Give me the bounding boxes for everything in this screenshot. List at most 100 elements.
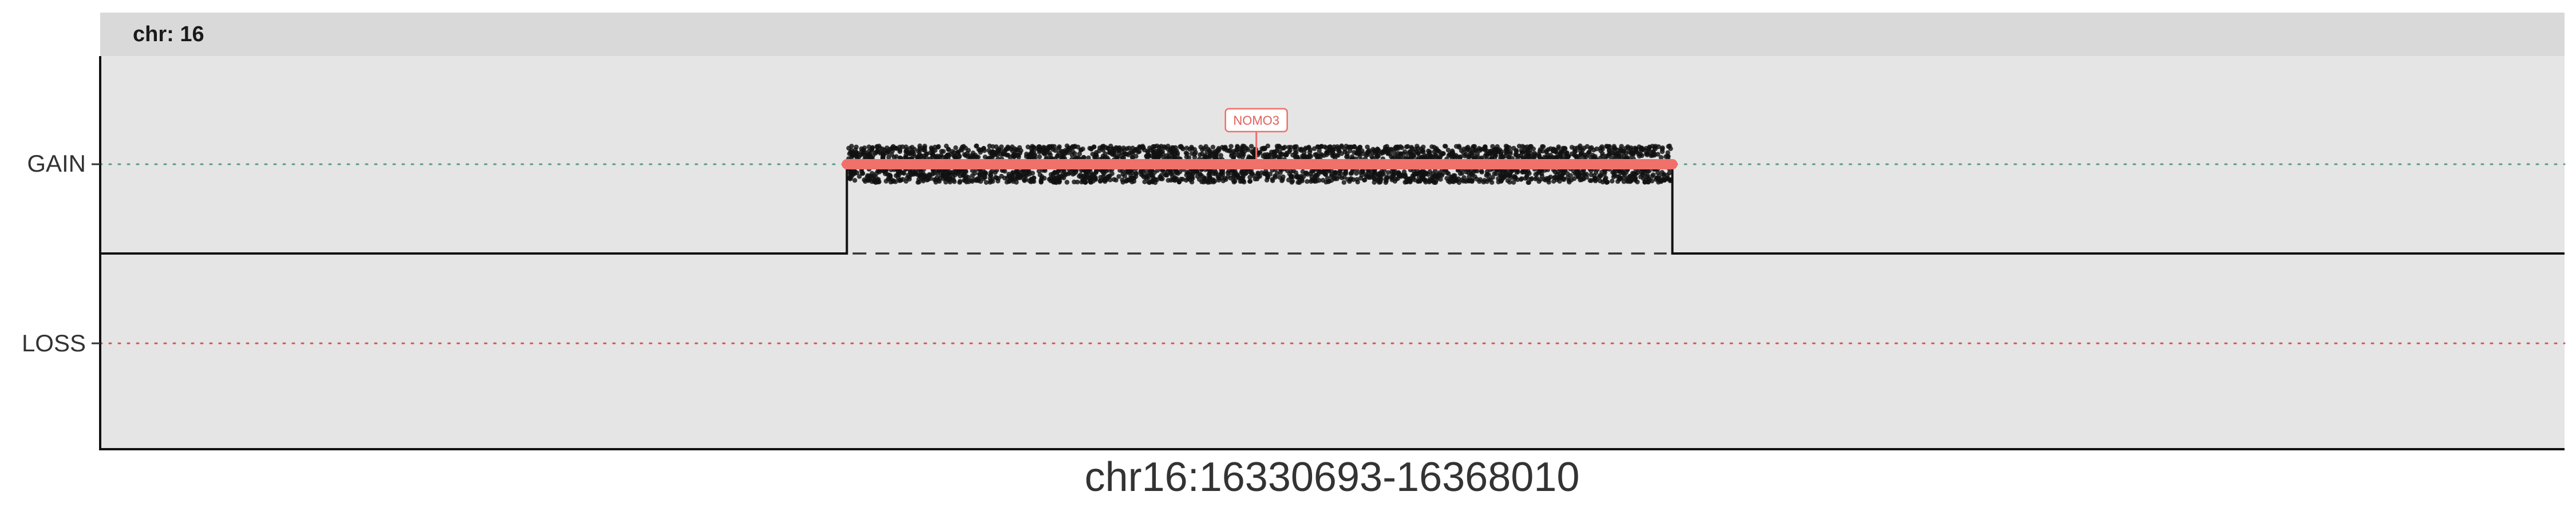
read-point [1505,178,1511,183]
read-point [1626,178,1631,183]
read-point [1093,175,1098,180]
read-point [1152,177,1158,182]
read-point [1632,171,1637,177]
read-point [1336,171,1341,176]
read-point [1456,144,1461,149]
read-point [933,148,938,153]
read-point [1107,149,1112,155]
read-point [1307,147,1313,153]
read-point [1329,173,1334,179]
read-point [1114,148,1120,153]
read-point [958,173,963,179]
read-point [974,143,979,149]
read-point [1240,151,1245,156]
read-point [1066,145,1071,150]
read-point [1327,147,1333,152]
read-point [1646,145,1652,150]
read-point [1195,169,1200,174]
read-point [1212,155,1217,160]
read-point [1149,172,1154,178]
read-point [1594,146,1599,152]
read-point [1091,179,1096,184]
read-point [1658,155,1664,160]
read-point [1372,148,1377,153]
read-point [1451,153,1456,159]
read-point [1207,148,1212,153]
read-point [1199,151,1205,156]
read-point [1320,177,1326,183]
read-point [1231,178,1236,183]
read-point [950,149,955,154]
read-point [1352,150,1357,155]
read-point [922,144,927,149]
read-point [1040,174,1045,179]
read-point [1226,148,1231,153]
read-point [846,145,851,151]
read-point [1558,152,1563,157]
read-point [1415,144,1420,149]
read-point [1165,178,1171,183]
read-point [1305,179,1310,184]
read-point [962,152,967,157]
read-point [1561,176,1566,181]
read-point [1360,148,1365,153]
read-point [1332,146,1337,152]
read-point [1399,173,1404,178]
gene-label-text: NOMO3 [1233,113,1279,128]
read-point [1362,177,1367,183]
read-point [1519,176,1524,181]
read-point [1202,177,1207,182]
read-point [1375,147,1381,152]
read-point [1500,169,1506,174]
read-point [1360,168,1365,174]
read-point [1262,146,1267,152]
read-point [852,178,858,183]
read-point [854,152,859,157]
read-point [1384,175,1390,180]
read-point [1584,172,1589,177]
read-point [938,153,944,158]
read-point [1511,145,1516,151]
read-point [1124,178,1129,183]
read-point [1141,145,1146,150]
read-point [1102,155,1108,160]
read-point [1192,147,1198,152]
read-point [1148,168,1153,174]
read-point [854,144,859,150]
read-point [1023,171,1029,177]
read-point [1052,170,1057,175]
read-point [1399,145,1405,150]
read-point [1038,179,1044,184]
read-point [1031,179,1037,184]
read-point [1222,146,1227,152]
read-point [1389,154,1394,159]
read-point [870,179,875,184]
read-point [1385,151,1390,156]
read-point [857,174,862,179]
read-point [1294,150,1299,155]
read-point [1551,179,1556,184]
read-point [1464,145,1469,151]
read-point [1427,179,1432,185]
read-point [1058,174,1064,179]
read-point [1127,169,1132,175]
read-point [1532,152,1538,157]
read-point [1556,144,1561,149]
read-point [1042,148,1048,153]
read-point [1014,176,1020,181]
read-point [1285,168,1290,173]
read-point [1124,146,1130,151]
read-point [1447,180,1452,185]
read-point [891,178,896,184]
read-point [1575,154,1580,159]
read-point [1642,171,1647,176]
read-point [1311,146,1317,151]
read-point [1279,178,1285,184]
read-point [1286,145,1291,150]
read-point [944,144,949,149]
read-point [860,171,866,176]
read-point [1395,144,1400,149]
read-point [1587,178,1593,183]
read-point [1086,175,1092,180]
read-point [990,144,995,149]
